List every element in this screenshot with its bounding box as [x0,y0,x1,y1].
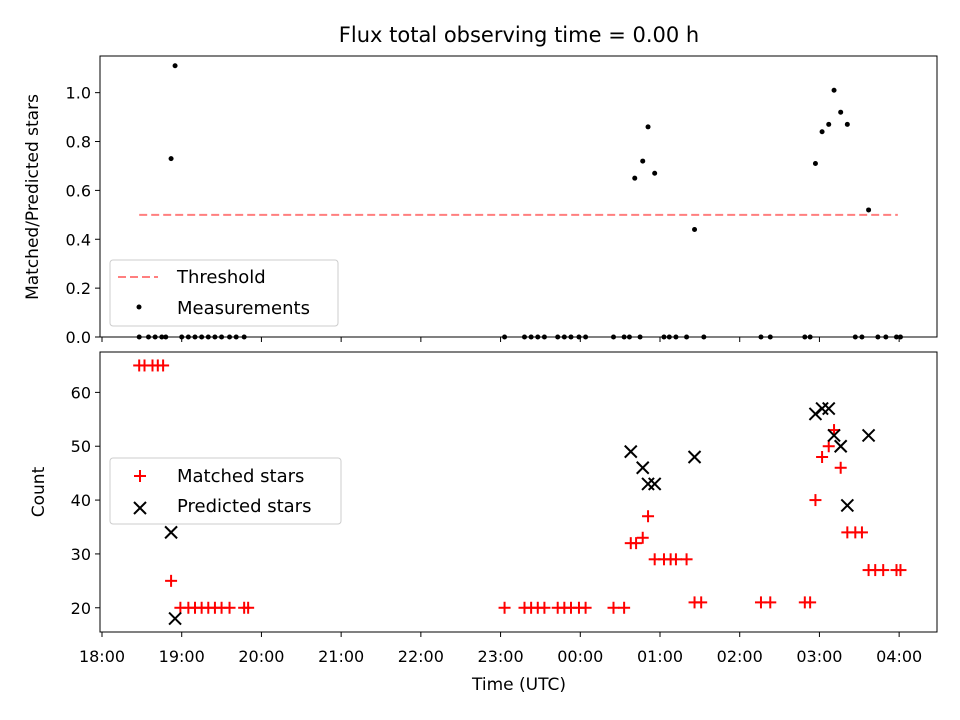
top-y-axis-label: Matched/Predicted stars [23,94,43,300]
bottom-y-tick-label: 60 [71,383,91,402]
predicted-star-point [833,439,848,453]
measurement-point [838,109,844,115]
x-tick-label: 03:00 [796,647,842,666]
bottom-axis-ticks: 20 30 40 50 60 18:00 19:00 20:00 21:00 22:00 23:00… [71,383,923,666]
matched-star-point [894,564,907,577]
matched-star-point [642,510,655,523]
measurement-point [645,124,651,130]
x-tick-label: 19:00 [159,647,205,666]
predicted-star-point [647,477,662,491]
bottom-y-axis-label: Count [29,466,49,517]
measurement-point [812,161,818,167]
bottom-y-tick-label: 40 [71,491,91,510]
top-y-tick-label: 0.0 [66,328,91,347]
measurement-point [831,87,837,93]
top-y-tick-label: 1.0 [66,84,91,103]
bottom-legend: Matched stars Predicted stars [109,457,342,525]
predicted-star-point [636,461,650,475]
top-legend-box [109,259,339,327]
matched-star-point [695,596,708,609]
measurement-point [692,226,698,232]
matched-star-point [764,596,777,609]
matched-star-point [680,553,693,566]
x-tick-label: 23:00 [478,647,524,666]
top-plot-frame [99,55,938,338]
matched-star-point [157,359,170,372]
predicted-star-point [815,401,829,416]
bottom-y-tick-label: 20 [71,599,91,618]
predicted-star-point [840,498,855,513]
legend-threshold-label: Threshold [176,267,266,288]
bottom-plot-frame [99,351,938,633]
matched-star-point [816,451,829,463]
legend-matched-swatch [134,470,146,482]
x-axis-label: Time (UTC) [471,675,566,695]
measurement-point [844,121,850,127]
measurement-point [652,170,658,176]
bottom-plot-panel: 20 30 40 50 60 18:00 19:00 20:00 21:00 22:00 23:00… [71,351,938,666]
matched-star-point [223,601,236,614]
legend-measurements-swatch [136,304,142,310]
x-tick-label: 04:00 [876,647,922,666]
top-plot-panel: 0.0 0.2 0.4 0.6 0.8 1.0 Threshold Measurement… [66,55,938,347]
matched-star-point [242,601,255,614]
matched-star-point [804,596,817,609]
matched-star-point [498,601,511,614]
legend-predicted-swatch [133,501,147,515]
matched-star-point [579,601,592,614]
matched-star-point [618,601,631,614]
top-y-tick-label: 0.4 [66,230,91,249]
matched-star-point [538,601,551,614]
x-tick-label: 00:00 [557,647,603,666]
x-tick-label: 20:00 [238,647,284,666]
legend-matched-label: Matched stars [177,466,304,487]
top-y-tick-label: 0.8 [66,133,91,152]
matched-star-point [636,531,649,544]
matched-star-point [877,564,890,577]
predicted-star-point [822,401,836,416]
bottom-y-tick-label: 50 [71,437,91,456]
predicted-star-point [641,477,655,491]
bottom-legend-box [109,457,342,525]
x-tick-label: 02:00 [717,647,763,666]
measurement-point [819,129,825,135]
measurement-point [866,207,872,213]
x-tick-label: 01:00 [637,647,683,666]
top-y-tick-label: 0.2 [66,279,91,298]
bottom-data-marks [133,359,907,626]
x-tick-label: 22:00 [398,647,444,666]
matched-star-point [822,440,835,453]
x-tick-label: 18:00 [79,647,125,666]
measurement-point [172,63,178,69]
top-y-tick-label: 0.6 [66,181,91,200]
predicted-star-point [687,450,702,464]
top-legend: Threshold Measurements [109,259,339,327]
legend-measurements-label: Measurements [177,298,310,319]
x-tick-label: 21:00 [318,647,364,666]
measurement-point [640,158,646,164]
matched-star-point [834,461,847,474]
matched-star-point [165,574,178,587]
predicted-star-point [624,444,638,459]
predicted-star-point [168,611,182,626]
predicted-star-point [861,428,876,443]
top-axis-ticks: 0.0 0.2 0.4 0.6 0.8 1.0 [66,84,900,347]
matched-star-point [607,601,620,614]
predicted-star-point [164,525,178,540]
legend-predicted-label: Predicted stars [177,496,311,517]
measurement-point [826,121,832,127]
chart-title: Flux total observing time = 0.00 h [339,23,699,47]
matched-star-point [630,537,643,550]
measurement-point [632,175,638,181]
predicted-star-point [827,428,841,443]
matched-star-point [809,494,822,507]
bottom-y-tick-label: 30 [71,545,91,564]
matched-star-point [855,526,868,539]
measurement-point [168,156,174,162]
matched-star-point [669,553,682,566]
